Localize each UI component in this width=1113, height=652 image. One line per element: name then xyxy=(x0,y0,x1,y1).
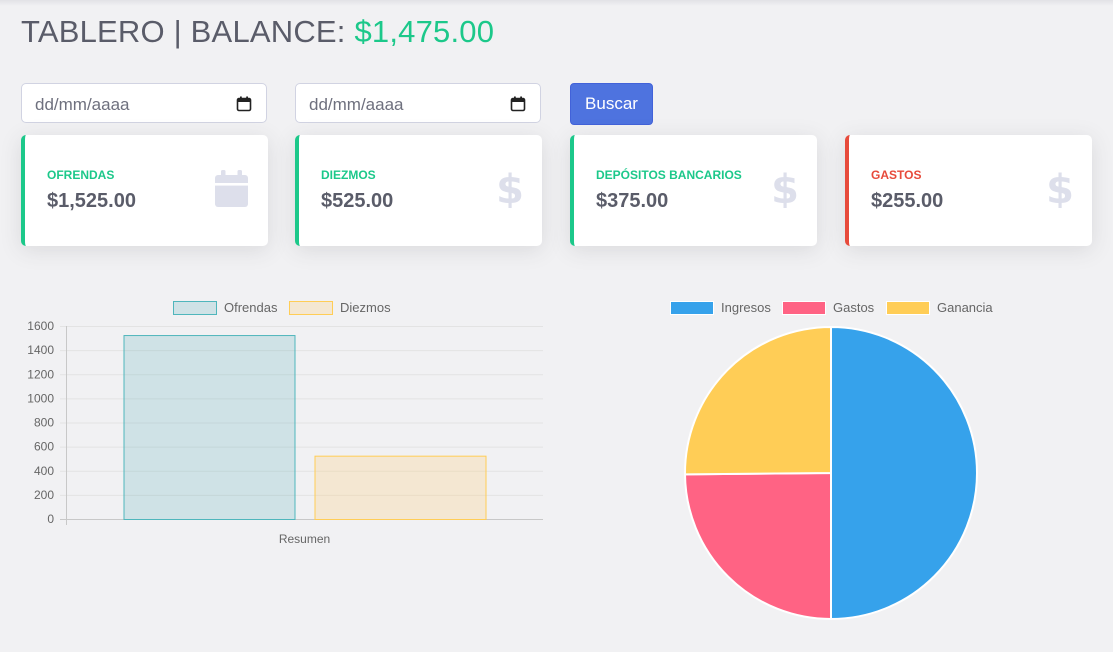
bar-diezmos xyxy=(314,455,487,520)
pie-slice-ingresos xyxy=(830,325,978,621)
legend-label: Diezmos xyxy=(340,300,391,315)
card-value: $375.00 xyxy=(596,190,669,212)
legend-label: Ingresos xyxy=(721,300,771,315)
card-label: DIEZMOS xyxy=(321,168,376,182)
card-label: OFRENDAS xyxy=(47,168,115,182)
y-tick-label: 1400 xyxy=(27,343,54,357)
card-depositos: DEPÓSITOS BANCARIOS $375.00 $ xyxy=(570,135,817,246)
y-tick-label: 400 xyxy=(34,464,54,478)
date-to-input[interactable]: dd/mm/aaaa xyxy=(295,83,541,123)
card-value: $525.00 xyxy=(321,190,394,212)
dollar-icon: $ xyxy=(773,170,797,208)
y-tick-label: 200 xyxy=(34,488,54,502)
card-label: DEPÓSITOS BANCARIOS xyxy=(596,168,742,182)
legend-swatch xyxy=(289,301,333,315)
svg-text:$: $ xyxy=(1048,170,1072,208)
svg-text:$: $ xyxy=(773,170,797,208)
legend-swatch xyxy=(782,301,826,315)
search-button[interactable]: Buscar xyxy=(570,83,653,125)
card-gastos: GASTOS $255.00 $ xyxy=(845,135,1092,246)
y-tick-label: 1200 xyxy=(27,367,54,381)
legend-swatch xyxy=(670,301,714,315)
card-value: $255.00 xyxy=(871,190,944,212)
card-label: GASTOS xyxy=(871,168,922,182)
legend-swatch xyxy=(886,301,930,315)
date-to-placeholder: dd/mm/aaaa xyxy=(309,95,404,114)
card-diezmos: DIEZMOS $525.00 $ xyxy=(295,135,542,246)
date-from-input[interactable]: dd/mm/aaaa xyxy=(21,83,267,123)
y-tick-label: 1000 xyxy=(27,391,54,405)
calendar-picker-icon[interactable] xyxy=(236,96,252,112)
dollar-icon: $ xyxy=(498,170,522,208)
bar-ofrendas xyxy=(123,335,296,520)
date-from-placeholder: dd/mm/aaaa xyxy=(35,95,130,114)
page-title-text: TABLERO | BALANCE: xyxy=(21,14,355,49)
y-tick-label: 0 xyxy=(47,512,54,526)
y-tick-label: 1600 xyxy=(27,319,54,333)
legend-label: Ofrendas xyxy=(224,300,278,315)
page-title: TABLERO | BALANCE: $1,475.00 xyxy=(21,14,494,50)
pie-slice-ganancia xyxy=(684,325,832,476)
card-value: $1,525.00 xyxy=(47,190,136,212)
pie-slice-gastos xyxy=(683,471,832,621)
balance-amount: $1,475.00 xyxy=(354,14,495,49)
legend-label: Gastos xyxy=(833,300,875,315)
calendar-picker-icon[interactable] xyxy=(510,96,526,112)
x-tick-label: Resumen xyxy=(279,532,330,546)
y-tick-label: 600 xyxy=(34,440,54,454)
legend-label: Ganancia xyxy=(937,300,993,315)
calendar-icon xyxy=(215,170,248,207)
header-shadow xyxy=(0,0,1113,6)
y-tick-label: 800 xyxy=(34,416,54,430)
legend-swatch xyxy=(173,301,217,315)
dollar-icon: $ xyxy=(1048,170,1072,208)
svg-text:$: $ xyxy=(498,170,522,208)
card-ofrendas: OFRENDAS $1,525.00 xyxy=(21,135,268,246)
